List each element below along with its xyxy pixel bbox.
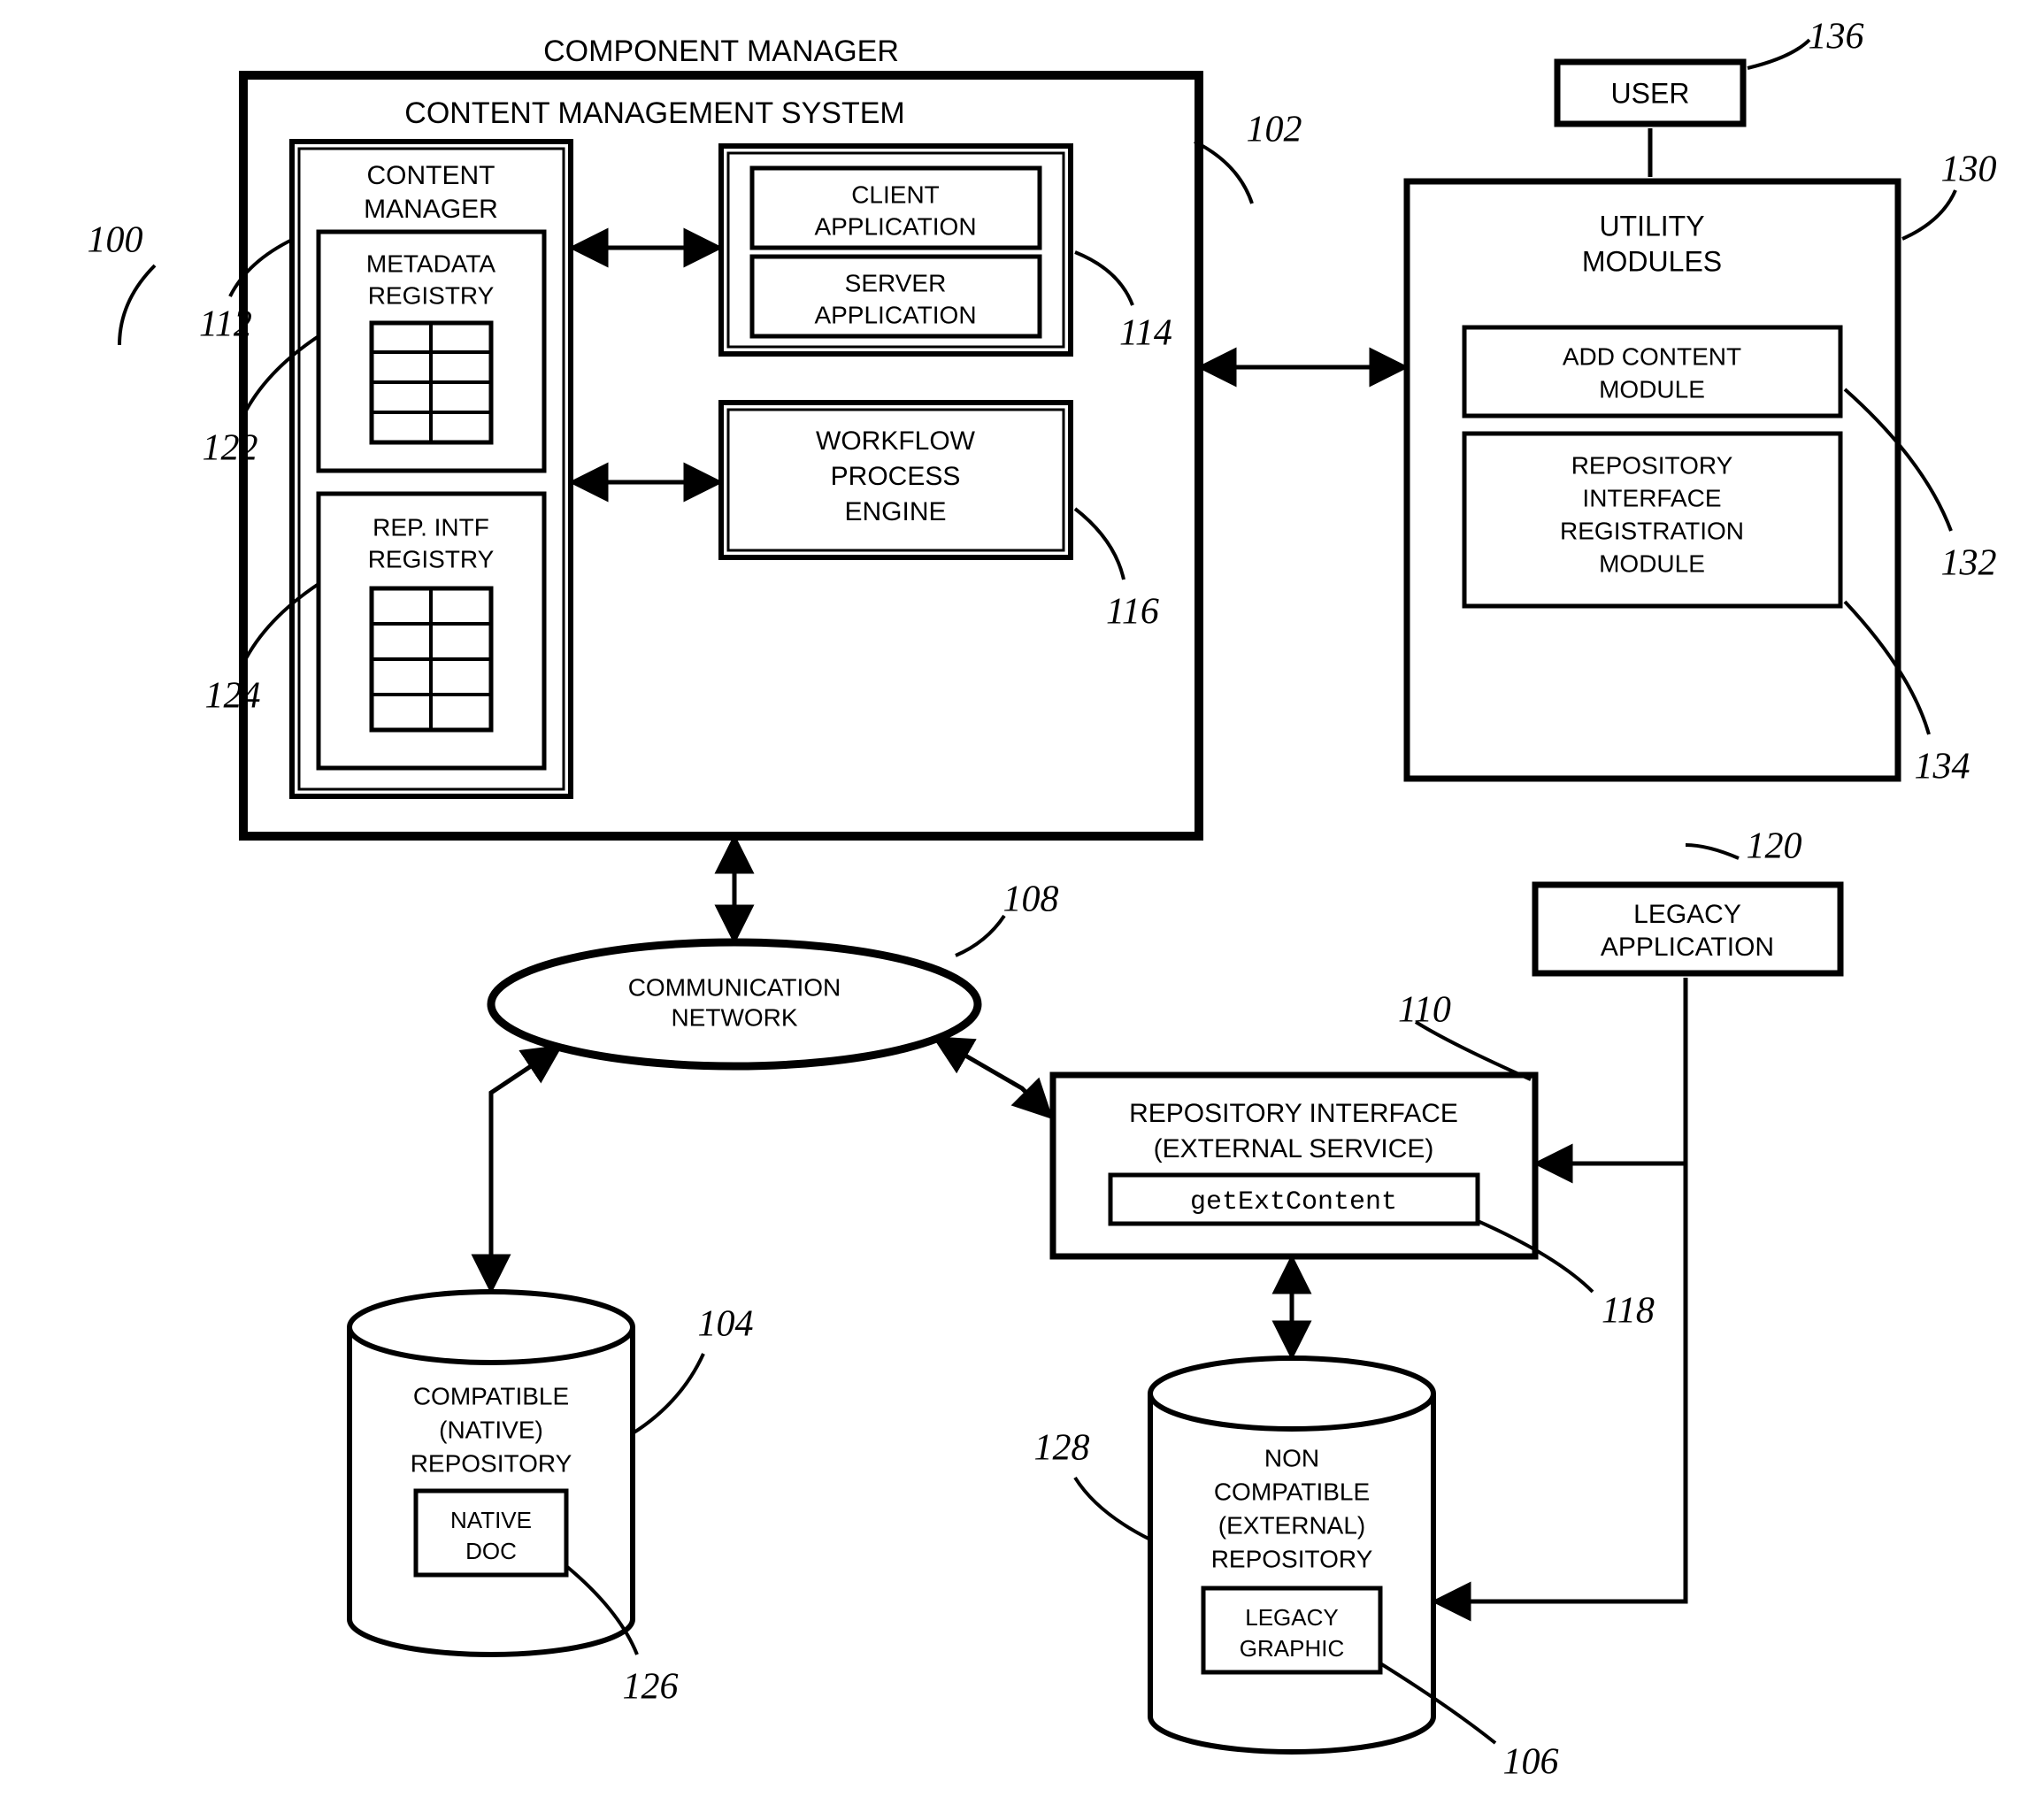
svg-text:(EXTERNAL): (EXTERNAL) [1218, 1511, 1365, 1539]
svg-text:NETWORK: NETWORK [671, 1003, 797, 1031]
svg-text:UTILITY: UTILITY [1599, 210, 1704, 242]
svg-text:ENGINE: ENGINE [844, 497, 946, 526]
svg-text:REP. INTF: REP. INTF [373, 513, 489, 541]
svg-text:(EXTERNAL SERVICE): (EXTERNAL SERVICE) [1154, 1134, 1434, 1163]
svg-text:NATIVE: NATIVE [450, 1507, 532, 1533]
svg-text:MODULE: MODULE [1599, 375, 1705, 403]
content-manager-label-l1: CONTENT [367, 161, 495, 190]
svg-text:APPLICATION: APPLICATION [814, 301, 976, 328]
get-ext-content-label: getExtContent [1190, 1187, 1397, 1217]
callout-134: 134 [1915, 747, 1970, 787]
svg-text:INTERFACE: INTERFACE [1582, 484, 1721, 511]
svg-text:COMMUNICATION: COMMUNICATION [628, 973, 841, 1001]
svg-text:REPOSITORY: REPOSITORY [411, 1449, 572, 1477]
content-manager-label-l2: MANAGER [364, 195, 498, 224]
svg-text:REGISTRATION: REGISTRATION [1560, 517, 1744, 544]
user-label: USER [1611, 77, 1690, 109]
callout-120: 120 [1747, 826, 1802, 867]
svg-text:CLIENT: CLIENT [851, 180, 940, 208]
svg-text:METADATA: METADATA [366, 250, 496, 277]
svg-text:ADD CONTENT: ADD CONTENT [1563, 342, 1741, 370]
svg-text:APPLICATION: APPLICATION [814, 212, 976, 240]
callout-110: 110 [1398, 990, 1451, 1031]
callout-122: 122 [203, 428, 258, 469]
callout-128: 128 [1034, 1428, 1090, 1469]
svg-text:LEGACY: LEGACY [1633, 900, 1741, 929]
callout-124: 124 [205, 676, 261, 717]
callout-108: 108 [1003, 879, 1059, 920]
callout-114: 114 [1119, 313, 1172, 354]
callout-132: 132 [1941, 543, 1997, 584]
svg-text:GRAPHIC: GRAPHIC [1240, 1635, 1344, 1662]
callout-112: 112 [199, 304, 252, 345]
svg-text:MODULE: MODULE [1599, 549, 1705, 577]
callout-106: 106 [1503, 1742, 1559, 1783]
callout-102: 102 [1247, 110, 1302, 150]
component-manager-title: COMPONENT MANAGER [543, 35, 899, 68]
svg-text:REPOSITORY: REPOSITORY [1211, 1545, 1373, 1572]
svg-text:(NATIVE): (NATIVE) [439, 1416, 543, 1443]
callout-136: 136 [1809, 17, 1864, 58]
svg-text:LEGACY: LEGACY [1245, 1604, 1339, 1631]
callout-104: 104 [698, 1304, 754, 1345]
compatible-repo-cylinder: COMPATIBLE (NATIVE) REPOSITORY NATIVE DO… [350, 1292, 633, 1655]
svg-text:REPOSITORY INTERFACE: REPOSITORY INTERFACE [1129, 1099, 1458, 1128]
system-diagram: COMPONENT MANAGER CONTENT MANAGEMENT SYS… [0, 0, 2028, 1820]
callout-126: 126 [623, 1667, 679, 1708]
callout-118: 118 [1602, 1291, 1655, 1332]
svg-text:COMPATIBLE: COMPATIBLE [413, 1382, 569, 1409]
svg-text:MODULES: MODULES [1582, 245, 1722, 277]
callout-100: 100 [88, 220, 143, 261]
svg-text:PROCESS: PROCESS [831, 462, 961, 491]
svg-text:WORKFLOW: WORKFLOW [816, 426, 976, 456]
svg-text:REGISTRY: REGISTRY [368, 281, 495, 309]
svg-text:COMPATIBLE: COMPATIBLE [1214, 1478, 1370, 1505]
svg-text:REGISTRY: REGISTRY [368, 545, 495, 572]
svg-text:APPLICATION: APPLICATION [1601, 933, 1774, 962]
svg-text:NON: NON [1264, 1444, 1319, 1471]
svg-text:SERVER: SERVER [845, 269, 947, 296]
svg-text:REPOSITORY: REPOSITORY [1571, 451, 1733, 479]
callout-116: 116 [1106, 592, 1159, 633]
callout-130: 130 [1941, 150, 1997, 190]
cms-title: CONTENT MANAGEMENT SYSTEM [404, 96, 904, 130]
svg-text:DOC: DOC [465, 1538, 517, 1564]
non-compatible-repo-cylinder: NON COMPATIBLE (EXTERNAL) REPOSITORY LEG… [1150, 1358, 1433, 1752]
